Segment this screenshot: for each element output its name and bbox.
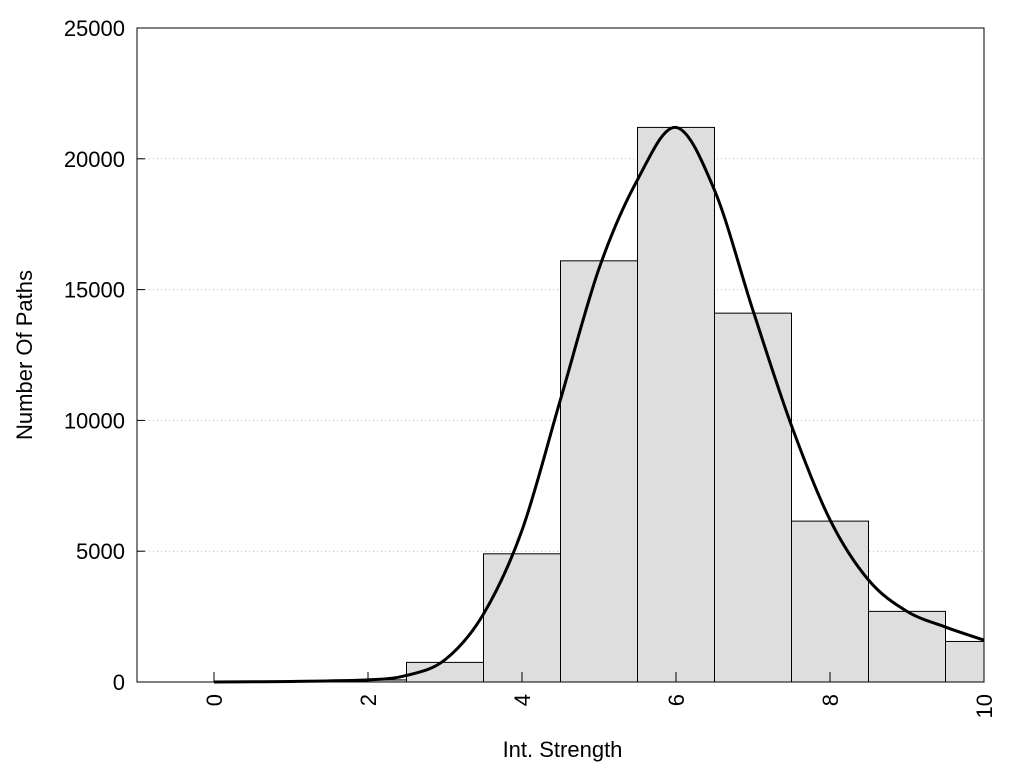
density-curve-group bbox=[213, 125, 985, 684]
histogram-bar bbox=[483, 553, 561, 683]
x-tick-label: 8 bbox=[818, 694, 843, 706]
histogram-bar bbox=[791, 520, 869, 683]
y-tick-label: 15000 bbox=[64, 278, 125, 303]
histogram-bar bbox=[637, 126, 715, 683]
y-axis-title: Number Of Paths bbox=[12, 270, 37, 440]
histogram-bar bbox=[714, 312, 792, 683]
x-tick-label: 10 bbox=[972, 694, 997, 718]
density-curve bbox=[213, 125, 985, 684]
y-tick-label: 0 bbox=[113, 670, 125, 695]
histogram-bar bbox=[560, 260, 638, 683]
x-tick-label: 2 bbox=[356, 694, 381, 706]
x-tick-label: 6 bbox=[664, 694, 689, 706]
bars bbox=[329, 126, 985, 683]
x-tick-label: 4 bbox=[510, 694, 535, 706]
y-tick-label: 10000 bbox=[64, 408, 125, 433]
plot-frame bbox=[136, 27, 985, 683]
x-tick-label: 0 bbox=[202, 694, 227, 706]
y-tick-label: 20000 bbox=[64, 147, 125, 172]
y-tick-label: 5000 bbox=[76, 539, 125, 564]
axis-ticks: 0 5000 10000 15000 20000 25000 0 2 4 6 8 10 bbox=[64, 16, 997, 718]
histogram-bar bbox=[945, 640, 985, 683]
y-tick-label: 25000 bbox=[64, 16, 125, 41]
x-axis-title: Int. Strength bbox=[503, 737, 623, 762]
